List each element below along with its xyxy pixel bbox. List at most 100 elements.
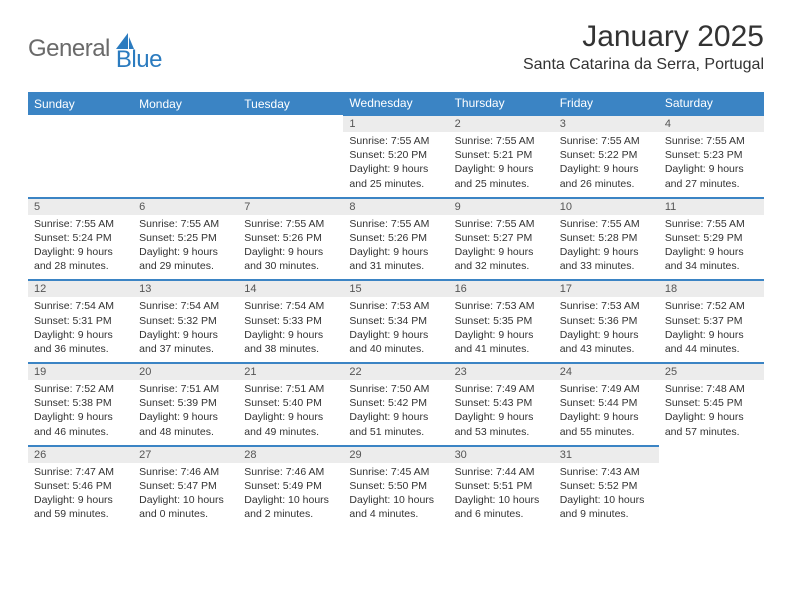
calendar-body: 1Sunrise: 7:55 AMSunset: 5:20 PMDaylight… <box>28 115 764 528</box>
location-subtitle: Santa Catarina da Serra, Portugal <box>523 56 764 74</box>
sunset-text: Sunset: 5:21 PM <box>455 148 548 162</box>
day-details: Sunrise: 7:55 AMSunset: 5:24 PMDaylight:… <box>28 215 133 280</box>
daylight-text: and 30 minutes. <box>244 259 337 273</box>
calendar-cell: 1Sunrise: 7:55 AMSunset: 5:20 PMDaylight… <box>343 115 448 198</box>
calendar-cell: 24Sunrise: 7:49 AMSunset: 5:44 PMDayligh… <box>554 363 659 446</box>
sunrise-text: Sunrise: 7:55 AM <box>455 134 548 148</box>
calendar-week-row: 26Sunrise: 7:47 AMSunset: 5:46 PMDayligh… <box>28 446 764 528</box>
day-details: Sunrise: 7:55 AMSunset: 5:28 PMDaylight:… <box>554 215 659 280</box>
daylight-text: Daylight: 9 hours <box>34 245 127 259</box>
daylight-text: and 32 minutes. <box>455 259 548 273</box>
daylight-text: and 31 minutes. <box>349 259 442 273</box>
day-number: 6 <box>133 199 238 215</box>
calendar-week-row: 19Sunrise: 7:52 AMSunset: 5:38 PMDayligh… <box>28 363 764 446</box>
daylight-text: Daylight: 9 hours <box>34 410 127 424</box>
daylight-text: Daylight: 9 hours <box>560 328 653 342</box>
day-number: 23 <box>449 364 554 380</box>
calendar-cell: 29Sunrise: 7:45 AMSunset: 5:50 PMDayligh… <box>343 446 448 528</box>
sunrise-text: Sunrise: 7:53 AM <box>560 299 653 313</box>
day-number: 22 <box>343 364 448 380</box>
sunrise-text: Sunrise: 7:54 AM <box>244 299 337 313</box>
sunset-text: Sunset: 5:52 PM <box>560 479 653 493</box>
day-details: Sunrise: 7:55 AMSunset: 5:26 PMDaylight:… <box>238 215 343 280</box>
calendar-cell: 27Sunrise: 7:46 AMSunset: 5:47 PMDayligh… <box>133 446 238 528</box>
day-details: Sunrise: 7:54 AMSunset: 5:32 PMDaylight:… <box>133 297 238 362</box>
daylight-text: Daylight: 9 hours <box>665 245 758 259</box>
sunrise-text: Sunrise: 7:50 AM <box>349 382 442 396</box>
sunset-text: Sunset: 5:34 PM <box>349 314 442 328</box>
daylight-text: and 0 minutes. <box>139 507 232 521</box>
day-details: Sunrise: 7:45 AMSunset: 5:50 PMDaylight:… <box>343 463 448 528</box>
day-details: Sunrise: 7:55 AMSunset: 5:25 PMDaylight:… <box>133 215 238 280</box>
day-number: 13 <box>133 281 238 297</box>
sunrise-text: Sunrise: 7:55 AM <box>244 217 337 231</box>
sunrise-text: Sunrise: 7:55 AM <box>349 217 442 231</box>
daylight-text: and 51 minutes. <box>349 425 442 439</box>
sunrise-text: Sunrise: 7:55 AM <box>455 217 548 231</box>
daylight-text: Daylight: 10 hours <box>560 493 653 507</box>
calendar-cell: 10Sunrise: 7:55 AMSunset: 5:28 PMDayligh… <box>554 198 659 281</box>
daylight-text: and 55 minutes. <box>560 425 653 439</box>
calendar-cell: 25Sunrise: 7:48 AMSunset: 5:45 PMDayligh… <box>659 363 764 446</box>
sunrise-text: Sunrise: 7:55 AM <box>665 217 758 231</box>
calendar-cell: 11Sunrise: 7:55 AMSunset: 5:29 PMDayligh… <box>659 198 764 281</box>
weekday-header-row: Sunday Monday Tuesday Wednesday Thursday… <box>28 92 764 115</box>
sunrise-text: Sunrise: 7:55 AM <box>139 217 232 231</box>
daylight-text: Daylight: 9 hours <box>139 245 232 259</box>
title-block: January 2025 Santa Catarina da Serra, Po… <box>523 20 764 74</box>
sunset-text: Sunset: 5:42 PM <box>349 396 442 410</box>
sunrise-text: Sunrise: 7:55 AM <box>349 134 442 148</box>
daylight-text: Daylight: 9 hours <box>560 162 653 176</box>
calendar-cell: 7Sunrise: 7:55 AMSunset: 5:26 PMDaylight… <box>238 198 343 281</box>
sunrise-text: Sunrise: 7:55 AM <box>560 134 653 148</box>
daylight-text: and 29 minutes. <box>139 259 232 273</box>
day-number: 5 <box>28 199 133 215</box>
calendar-week-row: 1Sunrise: 7:55 AMSunset: 5:20 PMDaylight… <box>28 115 764 198</box>
day-number: 15 <box>343 281 448 297</box>
day-number: 1 <box>343 116 448 132</box>
calendar-cell <box>238 115 343 198</box>
day-details: Sunrise: 7:46 AMSunset: 5:47 PMDaylight:… <box>133 463 238 528</box>
day-number: 28 <box>238 447 343 463</box>
day-number: 24 <box>554 364 659 380</box>
day-details: Sunrise: 7:49 AMSunset: 5:43 PMDaylight:… <box>449 380 554 445</box>
calendar-week-row: 5Sunrise: 7:55 AMSunset: 5:24 PMDaylight… <box>28 198 764 281</box>
calendar-cell: 4Sunrise: 7:55 AMSunset: 5:23 PMDaylight… <box>659 115 764 198</box>
sunrise-text: Sunrise: 7:46 AM <box>139 465 232 479</box>
sunrise-text: Sunrise: 7:48 AM <box>665 382 758 396</box>
day-details: Sunrise: 7:55 AMSunset: 5:26 PMDaylight:… <box>343 215 448 280</box>
day-number: 21 <box>238 364 343 380</box>
sunset-text: Sunset: 5:28 PM <box>560 231 653 245</box>
page-header: General Blue January 2025 Santa Catarina… <box>28 20 764 74</box>
daylight-text: and 38 minutes. <box>244 342 337 356</box>
weekday-header: Friday <box>554 92 659 115</box>
daylight-text: Daylight: 9 hours <box>34 493 127 507</box>
day-number: 9 <box>449 199 554 215</box>
sunset-text: Sunset: 5:49 PM <box>244 479 337 493</box>
daylight-text: and 2 minutes. <box>244 507 337 521</box>
daylight-text: Daylight: 9 hours <box>665 410 758 424</box>
daylight-text: Daylight: 10 hours <box>244 493 337 507</box>
daylight-text: Daylight: 9 hours <box>455 410 548 424</box>
day-details: Sunrise: 7:54 AMSunset: 5:31 PMDaylight:… <box>28 297 133 362</box>
sunset-text: Sunset: 5:26 PM <box>349 231 442 245</box>
day-details: Sunrise: 7:52 AMSunset: 5:37 PMDaylight:… <box>659 297 764 362</box>
daylight-text: and 40 minutes. <box>349 342 442 356</box>
daylight-text: Daylight: 9 hours <box>455 328 548 342</box>
sunset-text: Sunset: 5:45 PM <box>665 396 758 410</box>
daylight-text: Daylight: 9 hours <box>560 245 653 259</box>
sunset-text: Sunset: 5:44 PM <box>560 396 653 410</box>
weekday-header: Monday <box>133 92 238 115</box>
day-number: 27 <box>133 447 238 463</box>
sunset-text: Sunset: 5:39 PM <box>139 396 232 410</box>
sunrise-text: Sunrise: 7:54 AM <box>139 299 232 313</box>
day-details: Sunrise: 7:54 AMSunset: 5:33 PMDaylight:… <box>238 297 343 362</box>
day-number: 16 <box>449 281 554 297</box>
weekday-header: Tuesday <box>238 92 343 115</box>
calendar-cell: 31Sunrise: 7:43 AMSunset: 5:52 PMDayligh… <box>554 446 659 528</box>
sunrise-text: Sunrise: 7:51 AM <box>244 382 337 396</box>
daylight-text: and 28 minutes. <box>34 259 127 273</box>
sunset-text: Sunset: 5:20 PM <box>349 148 442 162</box>
day-details: Sunrise: 7:49 AMSunset: 5:44 PMDaylight:… <box>554 380 659 445</box>
daylight-text: Daylight: 9 hours <box>455 162 548 176</box>
